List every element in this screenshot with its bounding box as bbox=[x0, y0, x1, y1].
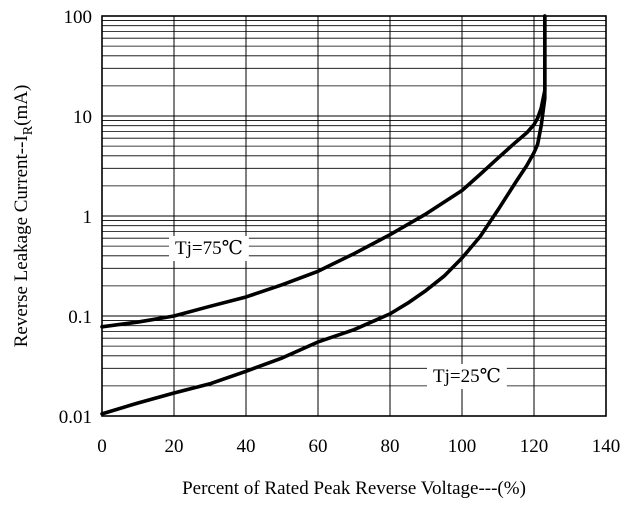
annotation-background-tj75 bbox=[169, 236, 249, 261]
x-tick-label: 100 bbox=[448, 436, 477, 457]
series-line-tj75 bbox=[100, 14, 547, 329]
y-axis-title-main: Reverse Leakage Current--I bbox=[11, 135, 32, 347]
x-tick-label: 40 bbox=[237, 436, 256, 457]
x-axis-title: Percent of Rated Peak Reverse Voltage---… bbox=[182, 478, 526, 499]
y-axis-title: Reverse Leakage Current--IR(mA) bbox=[11, 85, 36, 348]
annotations: Tj=75℃ Tj=25℃ bbox=[169, 236, 507, 389]
annotation-tj75: Tj=75℃ bbox=[175, 238, 243, 259]
series-line-tj25 bbox=[100, 14, 547, 416]
x-tick-label: 80 bbox=[381, 436, 400, 457]
y-tick-label: 100 bbox=[64, 7, 93, 28]
x-tick-label: 60 bbox=[309, 436, 328, 457]
x-tick-label: 20 bbox=[165, 436, 184, 457]
plot-frame bbox=[101, 15, 607, 417]
annotation-background-tj25 bbox=[427, 364, 507, 389]
y-tick-label: 1 bbox=[83, 207, 93, 228]
curves bbox=[100, 14, 547, 416]
y-tick-labels: 0.01 0.1 1 10 100 bbox=[59, 7, 92, 428]
y-tick-label: 0.1 bbox=[68, 307, 92, 328]
annotation-tj25: Tj=25℃ bbox=[433, 366, 501, 387]
x-tick-label: 0 bbox=[97, 436, 107, 457]
x-tick-label: 140 bbox=[592, 436, 621, 457]
y-tick-label: 0.01 bbox=[59, 407, 92, 428]
x-tick-labels: 0 20 40 60 80 100 120 140 bbox=[97, 436, 620, 457]
grid bbox=[101, 16, 607, 417]
y-tick-label: 10 bbox=[73, 107, 92, 128]
y-axis-title-subscript: R bbox=[21, 125, 36, 135]
y-axis-title-unit: (mA) bbox=[11, 85, 32, 126]
x-tick-label: 120 bbox=[520, 436, 549, 457]
